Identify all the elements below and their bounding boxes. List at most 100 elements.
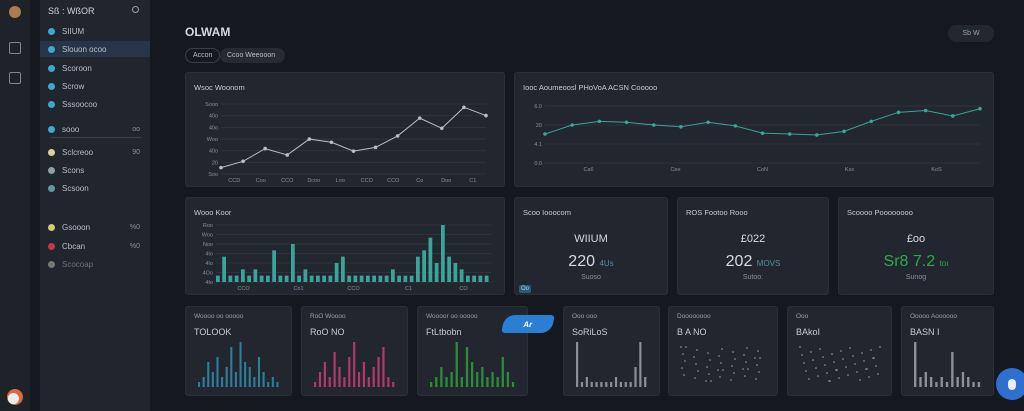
data-point[interactable]: [395, 134, 400, 138]
bar: [430, 382, 433, 387]
data-point[interactable]: [842, 129, 846, 134]
data-point[interactable]: [923, 108, 928, 113]
data-point[interactable]: [329, 140, 334, 145]
map-dot: [847, 374, 849, 376]
data-point[interactable]: [815, 133, 819, 137]
bar: [951, 352, 954, 387]
data-point[interactable]: [570, 123, 574, 127]
bar: [267, 382, 270, 387]
sidebar-item[interactable]: Slouon ocoo: [40, 41, 150, 57]
tick-label: Co1: [293, 286, 303, 292]
reports-icon[interactable]: [9, 72, 21, 84]
help-icon: [1008, 378, 1016, 390]
data-point[interactable]: [241, 159, 245, 164]
bar: [639, 342, 642, 387]
map-dot: [870, 349, 872, 351]
data-point[interactable]: [706, 120, 710, 125]
stat-value-row: 220 4Us: [515, 253, 667, 271]
data-point[interactable]: [417, 116, 422, 120]
map-dot: [859, 379, 861, 381]
map-dot: [875, 365, 877, 367]
sidebar-item[interactable]: Scsoon: [40, 180, 150, 196]
bar: [244, 362, 247, 387]
sidebar-item[interactable]: Sssoocoo: [40, 96, 150, 112]
sidebar-item-icon: [48, 125, 55, 133]
map-dot: [826, 372, 828, 374]
chart-title: Iooc Aoumeoosl PHoVoA ACSN Cooooo: [523, 83, 658, 92]
avatar[interactable]: [7, 389, 23, 405]
mini-title: Ooo: [796, 313, 809, 320]
bar: [216, 357, 219, 387]
map-dot: [683, 374, 685, 376]
filter-chip[interactable]: Ccoo Weeooon: [220, 48, 285, 63]
map-dot: [755, 378, 757, 380]
sidebar-item[interactable]: SIIUM: [40, 23, 150, 39]
bar: [392, 382, 395, 387]
data-point[interactable]: [869, 119, 874, 124]
bar: [348, 357, 351, 387]
sidebar-item[interactable]: Sclcreoo 90: [40, 144, 150, 160]
stat-card: Scoo Iooocom WIIUM 220 4Us Suoso Oo: [514, 197, 668, 295]
bar: [453, 263, 458, 282]
stat-label: WIIUM: [574, 233, 608, 245]
stat-unit: MOVS: [756, 259, 781, 268]
data-point[interactable]: [951, 114, 955, 118]
bar-chart-card: Wooo Koor Roo Woo Noo 4Io 4Io 4Oo 4Io CCO Co1 CCO…: [185, 197, 505, 295]
data-point[interactable]: [733, 124, 738, 128]
data-point[interactable]: [373, 145, 378, 150]
tick-label: CCO: [387, 178, 400, 184]
sidebar-item[interactable]: Cbcan %0: [40, 238, 150, 254]
data-point[interactable]: [307, 137, 312, 141]
data-point[interactable]: [597, 119, 602, 124]
logo-icon[interactable]: [9, 6, 21, 18]
sidebar-item[interactable]: Scons: [40, 162, 150, 178]
bar: [323, 362, 326, 387]
dashboard-icon[interactable]: [9, 42, 21, 54]
bar: [422, 250, 426, 282]
data-point[interactable]: [679, 125, 683, 129]
ai-badge[interactable]: Ar: [501, 315, 555, 333]
sidebar-item-icon: [48, 100, 55, 108]
bar: [328, 275, 333, 282]
data-point[interactable]: [285, 153, 290, 157]
data-point[interactable]: [219, 165, 223, 170]
help-fab[interactable]: [996, 368, 1024, 400]
data-point[interactable]: [760, 131, 765, 135]
data-point[interactable]: [978, 106, 982, 111]
data-point[interactable]: [263, 146, 267, 151]
stat-value: 202: [725, 253, 753, 270]
mini-chart: [430, 342, 515, 387]
tick-label: Dcoo: [307, 178, 320, 184]
data-point[interactable]: [351, 149, 356, 153]
bar: [619, 382, 622, 387]
data-point[interactable]: [651, 123, 656, 127]
mini-title: Woooor oo ooooo: [426, 313, 478, 320]
sidebar-item[interactable]: sooo oo: [40, 121, 150, 137]
search-icon[interactable]: [132, 6, 139, 13]
map-dot: [685, 346, 687, 348]
filter-chip[interactable]: Accon: [185, 48, 221, 63]
data-point[interactable]: [787, 132, 792, 136]
data-point[interactable]: [484, 113, 488, 118]
bar: [338, 367, 341, 387]
data-point[interactable]: [462, 105, 466, 110]
data-point[interactable]: [896, 110, 901, 115]
data-point[interactable]: [543, 132, 547, 136]
tick-label: CCO: [281, 178, 294, 184]
sidebar-item-icon: [48, 148, 55, 156]
data-point[interactable]: [624, 120, 629, 125]
mini-chart-card: Woooor oo ooooo FtLtbobn: [417, 306, 528, 396]
top-action-button[interactable]: Sb W: [948, 25, 994, 42]
sidebar-item[interactable]: Scocoap: [40, 256, 150, 272]
bar: [929, 377, 933, 387]
bar: [629, 382, 632, 387]
sidebar-item[interactable]: Gsooon %0: [40, 219, 150, 235]
mini-chart: [314, 342, 395, 387]
map-dot: [838, 377, 840, 379]
map-dot: [722, 369, 724, 371]
map-dot: [879, 346, 881, 348]
data-point[interactable]: [440, 126, 444, 131]
sidebar-item[interactable]: Scrow: [40, 78, 150, 94]
tick-label: 40o: [209, 114, 218, 120]
sidebar-item[interactable]: Scoroon: [40, 60, 150, 76]
